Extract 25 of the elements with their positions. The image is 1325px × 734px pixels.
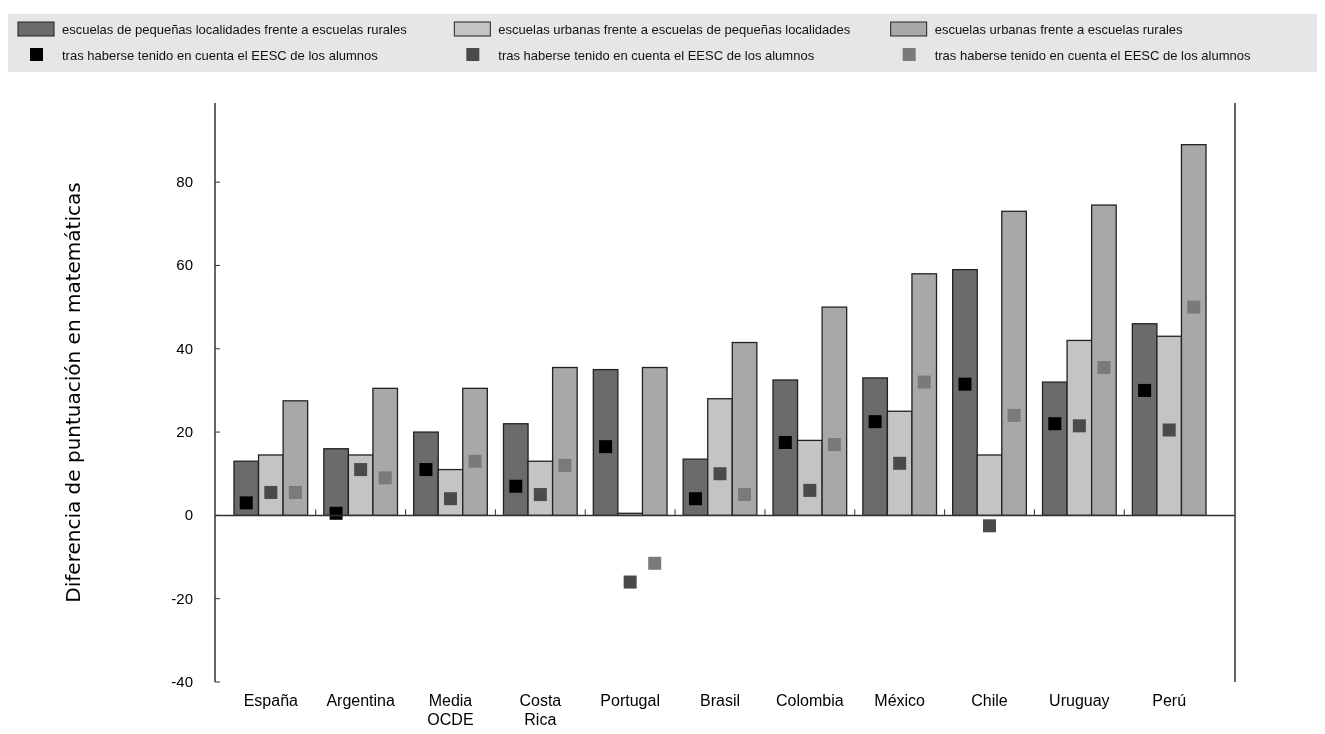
- y-axis-title: Diferencia de puntuación en matemáticas: [61, 182, 85, 603]
- x-tick-label: Perú: [1152, 692, 1187, 709]
- y-tick-label: 40: [176, 339, 193, 357]
- x-tick-label: Costa Rica: [519, 692, 562, 728]
- legend-label: tras haberse tenido en cuenta el EESC de los alumnos: [934, 48, 1251, 63]
- legend-label: tras haberse tenido en cuenta el EESC de los alumnos: [62, 48, 379, 63]
- x-tick-label: Argentina: [326, 692, 395, 709]
- y-tick-label: 20: [176, 423, 193, 441]
- x-tick-label: Media OCDE: [427, 692, 474, 728]
- legend-label: tras haberse tenido en cuenta el EESC de los alumnos: [498, 48, 815, 63]
- x-tick-label: Colombia: [776, 692, 844, 709]
- legend-label: escuelas urbanas frente a escuelas de pequeñas localidades: [498, 22, 851, 37]
- y-tick-label: 60: [176, 256, 193, 274]
- y-tick-label: -40: [171, 673, 193, 690]
- x-tick-label: España: [243, 692, 299, 709]
- y-tick-label: -20: [171, 589, 193, 607]
- legend-label: escuelas de pequeñas localidades frente a escuelas rurales: [62, 22, 408, 37]
- x-tick-label: Chile: [971, 692, 1008, 709]
- y-tick-label: 0: [184, 506, 193, 524]
- x-tick-label: Brasil: [699, 692, 741, 709]
- x-tick-label: Uruguay: [1049, 692, 1110, 709]
- y-tick-label: 80: [176, 173, 193, 191]
- legend-label: escuelas urbanas frente a escuelas rurales: [934, 22, 1184, 37]
- x-tick-label: Portugal: [600, 692, 660, 709]
- x-tick-label: México: [874, 692, 926, 709]
